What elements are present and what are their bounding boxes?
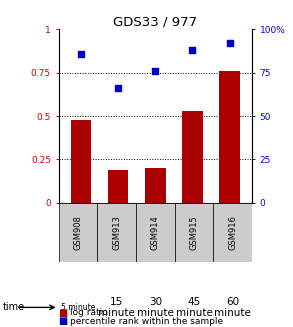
Title: GDS33 / 977: GDS33 / 977 [113,15,197,28]
Text: ■: ■ [59,317,68,326]
Text: 5 minute: 5 minute [61,303,95,312]
Text: 60
minute: 60 minute [214,297,251,318]
Point [190,48,195,53]
Bar [108,170,128,203]
Bar [182,111,203,203]
Text: GSM908: GSM908 [74,215,82,250]
Bar [213,203,252,262]
Bar [71,120,91,203]
Point [116,86,120,91]
Point [153,68,158,74]
Text: 15
minute: 15 minute [98,297,135,318]
Bar [145,168,166,203]
Bar [219,71,240,203]
Bar [175,203,213,262]
Text: 45
minute: 45 minute [176,297,212,318]
Text: percentile rank within the sample: percentile rank within the sample [70,317,224,326]
Text: time: time [3,302,25,312]
Bar [136,203,175,262]
Bar [59,203,97,262]
Text: GSM916: GSM916 [228,215,237,250]
Point [79,51,83,56]
Text: GSM914: GSM914 [151,215,160,250]
Bar [97,203,136,262]
Text: log ratio: log ratio [70,308,108,318]
Text: GSM913: GSM913 [112,215,121,250]
Text: GSM915: GSM915 [190,215,198,250]
Text: ■: ■ [59,308,68,318]
Point [227,41,232,46]
Text: 30
minute: 30 minute [137,297,174,318]
